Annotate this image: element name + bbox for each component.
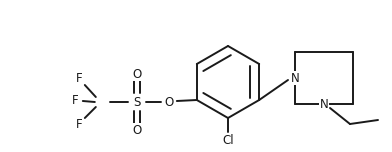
Text: S: S <box>133 95 140 109</box>
Text: N: N <box>319 97 328 111</box>
Text: F: F <box>76 73 82 85</box>
Text: F: F <box>76 117 82 131</box>
Text: N: N <box>290 71 299 85</box>
Text: O: O <box>132 123 142 136</box>
Text: Cl: Cl <box>222 133 234 147</box>
Text: O: O <box>132 67 142 81</box>
Text: F: F <box>71 95 78 107</box>
Text: O: O <box>164 95 173 109</box>
